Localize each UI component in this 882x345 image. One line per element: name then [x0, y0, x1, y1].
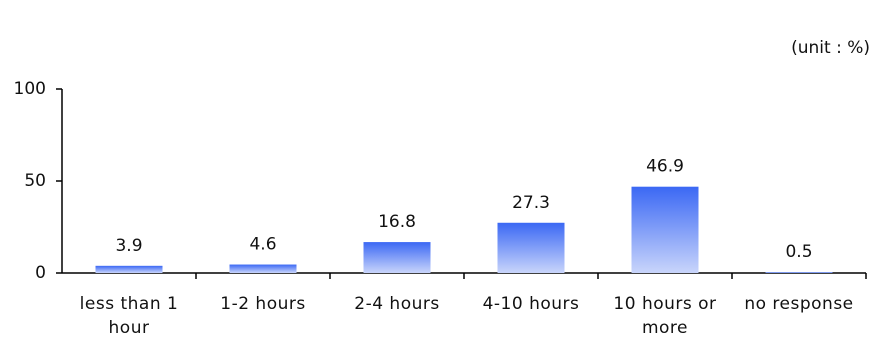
bar: [363, 242, 431, 273]
value-label: 27.3: [512, 193, 550, 213]
unit-note: (unit : %): [791, 38, 870, 58]
x-tick-label: 2-4 hours: [354, 294, 440, 314]
x-tick-label: 10 hours or more: [613, 294, 717, 338]
value-label: 46.9: [646, 157, 684, 177]
value-label: 16.8: [378, 212, 416, 232]
value-label: 4.6: [249, 235, 276, 255]
bar: [229, 264, 297, 273]
y-tick-label: 100: [14, 79, 46, 99]
bar: [95, 265, 163, 273]
bar: [497, 222, 565, 273]
x-tick-label: 4-10 hours: [482, 294, 580, 314]
x-tick-label: no response: [744, 294, 854, 314]
value-label: 0.5: [785, 242, 812, 262]
value-label: 3.9: [115, 236, 142, 256]
bar: [631, 186, 699, 273]
y-tick-label: 50: [24, 171, 46, 191]
x-tick-label: less than 1 hour: [79, 294, 179, 338]
y-tick-label: 0: [35, 263, 46, 283]
bar: [765, 272, 833, 273]
x-tick-label: 1-2 hours: [220, 294, 306, 314]
